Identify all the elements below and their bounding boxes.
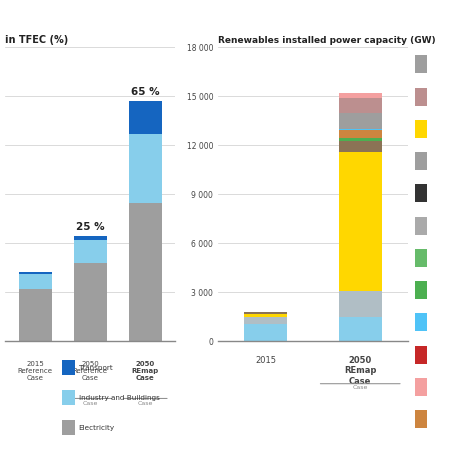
Text: 2050
REmap
Case: 2050 REmap Case [131,361,159,381]
Bar [73,236,107,240]
Text: in TFEC (%): in TFEC (%) [5,35,68,45]
Bar [18,272,52,274]
Text: Case: Case [353,384,368,390]
Bar [339,129,382,130]
Bar [339,130,382,138]
Text: Industry and Buildings: Industry and Buildings [79,395,160,401]
Bar [339,138,382,141]
Text: Electricity: Electricity [79,425,115,430]
Bar [244,312,287,314]
Text: 65 %: 65 % [131,87,159,97]
Bar [339,93,382,98]
Text: 25 %: 25 % [76,222,104,232]
Bar [339,317,382,341]
Bar [18,274,52,289]
Bar [339,98,382,113]
Bar [339,152,382,291]
Bar [339,291,382,317]
Bar [128,202,162,341]
Text: Renewables installed power capacity (GW): Renewables installed power capacity (GW) [218,36,436,45]
Text: Transport: Transport [79,365,112,371]
Bar [339,113,382,129]
Text: 2015: 2015 [255,356,276,365]
Text: 2050
Reference
Case: 2050 Reference Case [73,361,108,381]
Text: Case: Case [137,401,153,406]
Bar [73,240,107,263]
Bar [128,134,162,202]
Bar [128,101,162,134]
Bar [18,289,52,341]
Text: 2015
Reference
Case: 2015 Reference Case [18,361,53,381]
Bar [244,314,287,317]
Bar [339,141,382,152]
Bar [73,263,107,341]
Text: Case: Case [82,401,98,406]
Text: 2050
REmap
Case: 2050 REmap Case [344,356,376,386]
Bar [244,317,287,324]
Bar [244,324,287,341]
